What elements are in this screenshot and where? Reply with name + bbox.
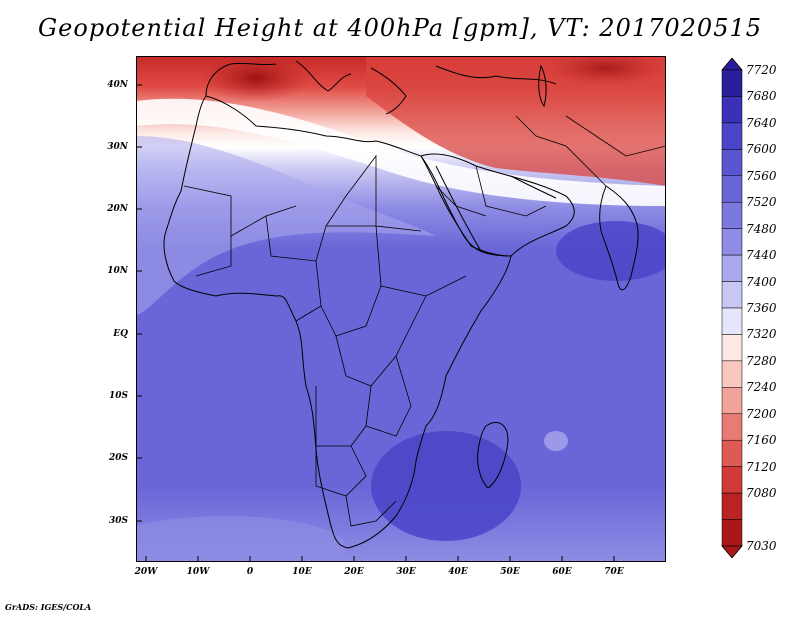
- colorbar-label: 7030: [746, 539, 777, 553]
- map-frame: [136, 56, 666, 562]
- lat-label: 10S: [108, 391, 128, 401]
- lon-label: 30E: [396, 567, 416, 577]
- colorbar: [721, 58, 743, 558]
- colorbar-label: 7520: [746, 195, 777, 210]
- colorbar-label: 7680: [746, 89, 777, 104]
- geopotential-map: [136, 56, 666, 562]
- colorbar-label: 7640: [746, 115, 777, 130]
- colorbar-label: 7440: [746, 248, 777, 263]
- lon-label: 0: [246, 567, 254, 577]
- colorbar-swatch: [721, 360, 743, 388]
- map-title: Geopotential Height at 400hPa [gpm], VT:…: [38, 14, 762, 42]
- colorbar-label: 7080: [746, 486, 777, 501]
- colorbar-swatch: [721, 149, 743, 177]
- colorbar-swatch: [721, 307, 743, 335]
- lon-label: 40E: [448, 567, 468, 577]
- colorbar-swatch: [721, 387, 743, 415]
- lon-label: 10W: [186, 567, 210, 577]
- lat-label: 30S: [108, 516, 128, 526]
- colorbar-label: 7560: [746, 168, 777, 183]
- lon-label: 20W: [134, 567, 158, 577]
- colorbar-swatch: [721, 439, 743, 467]
- colorbar-swatch: [721, 69, 743, 97]
- axis-ticks: [136, 84, 615, 562]
- colorbar-label: 7720: [746, 63, 777, 77]
- lon-label: 10E: [292, 567, 312, 577]
- lon-label: 20E: [344, 567, 364, 577]
- lon-label: 50E: [500, 567, 520, 577]
- field-light-blue-sahara: [136, 136, 436, 316]
- colorbar-swatch: [721, 466, 743, 494]
- field-light-spot: [544, 431, 568, 451]
- colorbar-label: 7280: [746, 353, 777, 368]
- lon-label: 60E: [552, 567, 572, 577]
- colorbar-label: 7360: [746, 301, 777, 315]
- coastlines: [163, 60, 639, 549]
- colorbar-swatch: [721, 519, 743, 547]
- colorbar-swatch: [721, 492, 743, 520]
- colorbar-label: 7200: [746, 406, 777, 421]
- field-red-east: [366, 56, 666, 186]
- field-dark-blue-south: [371, 431, 521, 541]
- colorbar-swatch: [721, 413, 743, 441]
- lat-label: 30N: [107, 142, 128, 152]
- colorbar-label: 7320: [746, 327, 777, 342]
- colorbar-swatch: [721, 281, 743, 309]
- colorbar-swatch: [721, 254, 743, 282]
- colorbar-label: 7480: [746, 221, 777, 236]
- lat-label: 40N: [107, 80, 128, 90]
- lat-label: 10N: [107, 266, 128, 276]
- colorbar-swatch: [721, 96, 743, 124]
- lon-label: 70E: [604, 567, 624, 577]
- colorbar-label: 7120: [746, 459, 777, 474]
- field-white-band: [136, 98, 666, 206]
- colorbar-label: 7240: [746, 380, 777, 395]
- colorbar-swatch: [721, 201, 743, 229]
- field-hotspot-east: [546, 56, 666, 86]
- colorbar-label: 7400: [746, 274, 777, 289]
- lat-label: 20N: [107, 204, 128, 214]
- colorbar-label: 7600: [746, 142, 777, 157]
- field-hotspot-west: [201, 56, 311, 102]
- credit-label: GrADS: IGES/COLA: [5, 602, 92, 612]
- colorbar-label: 7160: [746, 433, 777, 448]
- field-light-south-west: [136, 516, 346, 562]
- colorbar-bottom-arrow: [721, 545, 743, 558]
- colorbar-top-arrow: [721, 58, 743, 71]
- colorbar-swatch: [721, 122, 743, 150]
- colorbar-swatch: [721, 334, 743, 362]
- lat-label: EQ: [113, 329, 128, 339]
- country-borders: [183, 115, 666, 527]
- colorbar-swatch: [721, 228, 743, 256]
- lat-label: 20S: [108, 453, 128, 463]
- colorbar-swatch: [721, 175, 743, 203]
